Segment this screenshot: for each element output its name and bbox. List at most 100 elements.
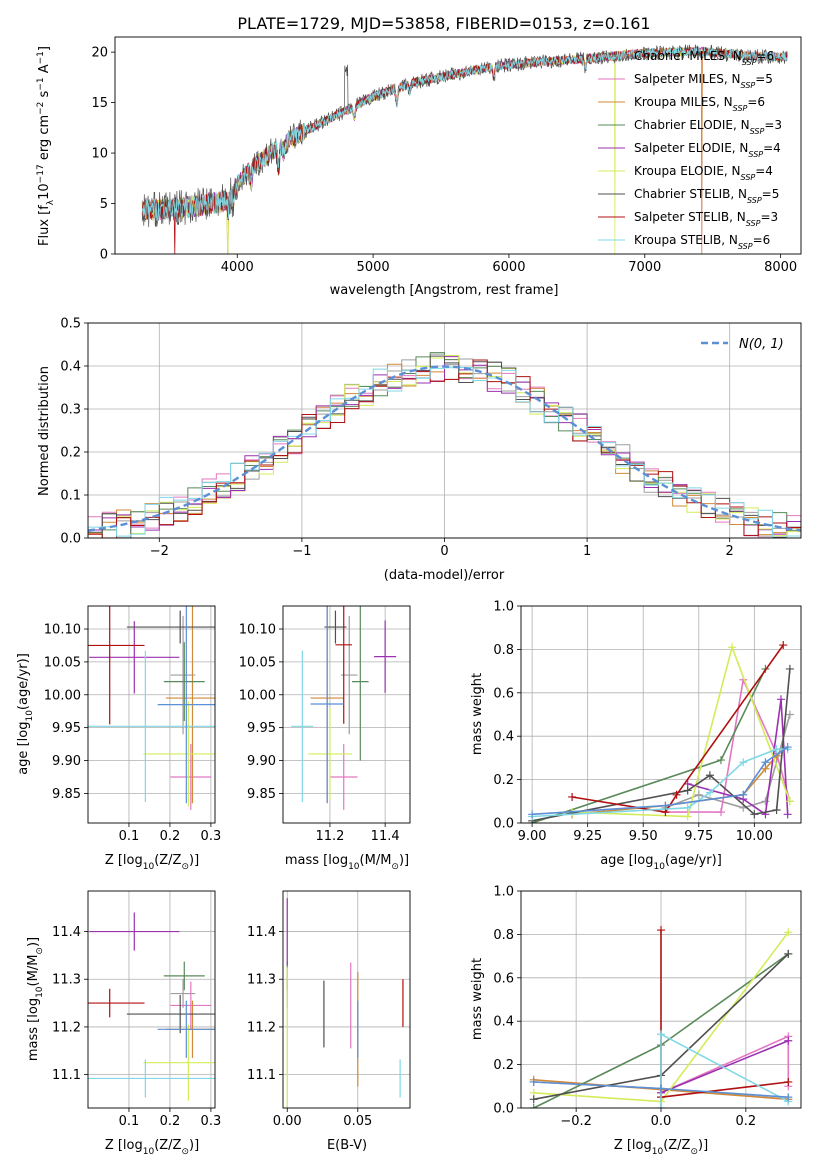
weight-marker (717, 756, 725, 765)
weight-marker (529, 1104, 538, 1108)
y-tick-label: 0.8 (493, 643, 514, 658)
age-Z-xlabel: Z [log10(Z/Z⊙)] (105, 853, 199, 872)
age_vs_mass-points (291, 606, 397, 810)
x-tick-label: 0.00 (273, 1114, 302, 1129)
residuals-ylabel: Normed distribution (37, 366, 52, 496)
weight-marker (683, 786, 692, 795)
weight_vs_Z-frame (520, 890, 802, 1109)
y-tick-label: 11.2 (247, 1020, 276, 1035)
y-tick-label: 0.2 (60, 446, 81, 461)
mass_vs_Z-frame (87, 890, 216, 1109)
weight-marker (683, 812, 692, 821)
x-tick-label: 4000 (221, 260, 254, 275)
mass_vs_Z-points (88, 912, 215, 1101)
x-tick-label: 9.50 (629, 829, 658, 844)
weight-marker (705, 771, 714, 780)
y-tick-label: 11.3 (52, 973, 81, 988)
x-tick-label: −2 (150, 544, 169, 559)
weight-line-6 (531, 668, 791, 822)
y-tick-label: 10.10 (239, 623, 276, 638)
weight-marker (672, 790, 681, 799)
y-tick-label: 11.4 (247, 925, 276, 940)
x-tick-label: 11.2 (315, 829, 344, 844)
legend-label: Kroupa ELODIE, NSSP=4 (634, 164, 773, 182)
age_vs_Z-grid (88, 606, 215, 823)
weight-marker (772, 805, 781, 814)
weight-age-ylabel: mass weight (470, 673, 485, 755)
x-tick-label: 0.1 (119, 829, 140, 844)
spectrum-legend: Chabrier MILES, NSSP=6 Salpeter MILES, NS… (598, 49, 782, 251)
mass_vs_Z-grid (88, 891, 215, 1108)
x-tick-label: 0.3 (201, 829, 222, 844)
weight-age-xlabel: age [log10(age/yr)] (600, 853, 722, 872)
x-tick-label: 9.75 (684, 829, 713, 844)
y-tick-label: 11.2 (52, 1020, 81, 1035)
age-mass-xlabel: mass [log10(M/M⊙)] (285, 853, 409, 872)
weight-marker (694, 790, 703, 799)
y-tick-label: 9.95 (52, 721, 81, 736)
weight-Z-ylabel: mass weight (470, 958, 485, 1040)
weight-line-7 (571, 644, 784, 813)
age_vs_Z-points (88, 606, 215, 810)
spectrum-lines (141, 44, 788, 254)
y-tick-label: 5 (100, 197, 108, 212)
histogram-series-8 (88, 367, 801, 538)
x-tick-label: 0 (440, 544, 448, 559)
residuals-xlabel: (data-model)/error (384, 568, 505, 583)
y-tick-label: 0.6 (493, 971, 514, 986)
x-tick-label: 9.25 (573, 829, 602, 844)
legend-label: Chabrier STELIB, NSSP=5 (634, 187, 779, 205)
weight-marker (705, 788, 714, 797)
x-tick-label: 0.0 (651, 1114, 672, 1129)
weight-Z-xlabel: Z [log10(Z/Z⊙)] (614, 1138, 708, 1157)
weight-marker (657, 1084, 665, 1093)
y-tick-label: 20 (91, 46, 108, 61)
y-tick-label: 10.00 (239, 688, 276, 703)
y-tick-label: 0.0 (493, 817, 514, 832)
y-tick-label: 10.00 (44, 688, 81, 703)
weight-marker (761, 758, 770, 767)
x-tick-label: 7000 (628, 260, 661, 275)
y-tick-label: 9.95 (247, 721, 276, 736)
weight_vs_Z-lines (529, 926, 793, 1108)
weight-marker (785, 710, 794, 719)
age-Z-ylabel: age [log10(age/yr)] (16, 653, 35, 775)
weight-line-2 (572, 755, 778, 816)
normal-curve (88, 365, 801, 532)
legend-label: Salpeter STELIB, NSSP=3 (634, 210, 778, 228)
weight_vs_age-lines (528, 641, 794, 823)
y-tick-label: 0.0 (493, 1102, 514, 1117)
weight-marker (772, 745, 781, 754)
y-tick-label: 0.3 (60, 403, 81, 418)
mass-ebv-xlabel: E(B-V) (327, 1138, 367, 1153)
x-tick-label: 8000 (764, 260, 797, 275)
age_vs_Z-frame (87, 605, 216, 824)
y-tick-label: 10.10 (44, 623, 81, 638)
y-tick-label: 11.3 (247, 973, 276, 988)
weight-marker (783, 743, 792, 752)
spectrum-ylabel: Flux [fλ10−17 erg cm−2 s−1 A−1] (36, 46, 56, 246)
mass-Z-xlabel: Z [log10(Z/Z⊙)] (105, 1138, 199, 1157)
mass_vs_ebv-grid (283, 891, 410, 1108)
x-tick-label: 1 (583, 544, 591, 559)
y-tick-label: 10.05 (44, 655, 81, 670)
mass_vs_ebv-frame (282, 890, 411, 1109)
weight-marker (784, 949, 793, 958)
weight-line-4 (660, 1039, 789, 1094)
weight-marker (529, 1077, 538, 1086)
weight-marker (529, 1095, 538, 1104)
histograms (88, 352, 801, 538)
x-tick-label: 2 (726, 544, 734, 559)
weight-marker (528, 810, 537, 819)
weight-line-3 (531, 668, 767, 823)
age_vs_mass-frame (282, 605, 411, 824)
weight-marker (779, 641, 788, 650)
figure-title: PLATE=1729, MJD=53858, FIBERID=0153, z=0… (237, 14, 650, 33)
y-tick-label: 0.4 (493, 1015, 514, 1030)
x-tick-label: −1 (292, 544, 311, 559)
legend-label: Kroupa STELIB, NSSP=6 (634, 233, 770, 251)
mass_vs_ebv-points (286, 898, 404, 1108)
weight-marker (657, 1030, 665, 1039)
spectrum-series-8 (141, 47, 788, 221)
weight-marker (784, 1093, 793, 1102)
